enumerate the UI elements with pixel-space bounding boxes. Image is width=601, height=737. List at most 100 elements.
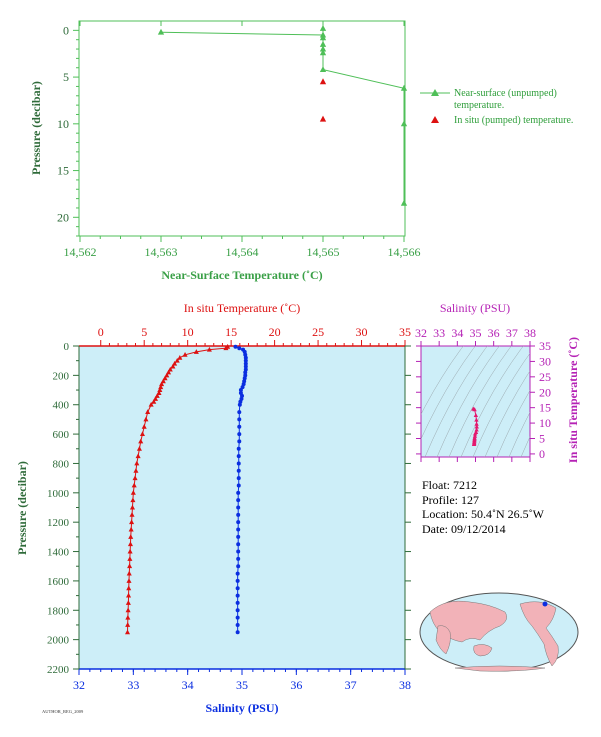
profile-salinity-point	[243, 358, 248, 363]
profile-salinity-tick-label: 32	[73, 678, 85, 692]
profile-pressure-tick-label: 1400	[47, 547, 70, 559]
profile-salinity-point	[236, 468, 241, 473]
profile-temperature-point	[158, 384, 164, 390]
profile-temperature-point	[128, 526, 134, 532]
ts-density-contour	[581, 336, 601, 457]
profile-salinity-tick-label: 38	[399, 678, 411, 692]
profile-top-x-label: In situ Temperature (˚C)	[184, 301, 301, 315]
ts-x-label: Salinity (PSU)	[440, 301, 510, 315]
profile-temperature-point	[132, 475, 138, 481]
profile-temperature-tick-label: 30	[356, 325, 368, 339]
ts-x-tick-label: 34	[451, 326, 463, 340]
ts-density-contour	[460, 346, 524, 457]
profile-temperature-point	[129, 519, 135, 525]
ts-y-tick-label: 5	[539, 432, 545, 446]
profile-pressure-ticks: 0 200 400 600 800 1000 1200 1400 1600 1800 2000 220…	[47, 341, 411, 676]
near-surface-pumped-point	[319, 78, 327, 85]
map-float-location-marker	[542, 601, 548, 607]
profile-temperature-tick-label: 25	[312, 325, 324, 339]
profile-salinity-ticks: 32 33 34 35 36 37 38	[73, 669, 411, 692]
near-surface-y-label: Pressure (decibar)	[29, 81, 43, 175]
ts-point	[474, 424, 479, 429]
ts-diagram: Salinity (PSU) In situ Temperature (˚C) …	[415, 301, 601, 463]
profile-pressure-tick-label: 200	[53, 370, 70, 382]
near-surface-unpumped-point	[400, 84, 408, 91]
profile-salinity-point	[236, 534, 241, 539]
profile-salinity-point	[240, 385, 245, 390]
near-surface-x-ticks: 14,562 14,563 14,564 14,565 14,566	[64, 21, 421, 259]
info-profile: Profile: 127	[422, 492, 479, 507]
profile-temperature-point	[131, 482, 137, 488]
profile-temperature-point	[130, 490, 136, 495]
near-surface-pumped-point	[319, 115, 327, 122]
ts-x-tick-label: 33	[433, 326, 445, 340]
near-surface-chart: Near-Surface Temperature (˚C) Pressure (…	[29, 20, 421, 282]
profile-salinity-point	[237, 432, 242, 437]
info-float: Float: 7212	[422, 478, 478, 492]
profile-salinity-point	[236, 483, 241, 488]
ts-density-contours	[421, 336, 601, 457]
profile-temperature-point	[170, 363, 176, 369]
profile-salinity-point	[243, 361, 248, 366]
near-surface-y-tick-label: 0	[63, 23, 69, 37]
profile-salinity-point	[235, 571, 240, 576]
profile-temperature-point	[129, 512, 135, 517]
profile-salinity-point	[235, 586, 240, 591]
ts-density-contour	[448, 346, 512, 457]
profile-temperature-point	[129, 504, 135, 510]
profile-salinity-tick-label: 36	[290, 678, 302, 692]
ts-x-tick-label: 32	[415, 326, 427, 340]
near-surface-unpumped-point	[400, 120, 408, 127]
ts-point	[474, 421, 479, 426]
ts-density-contour	[421, 346, 476, 440]
near-surface-y-tick-label: 10	[57, 117, 69, 131]
profile-pressure-tick-label: 600	[53, 429, 70, 441]
ts-density-contour	[520, 436, 530, 457]
profile-salinity-point	[236, 520, 241, 525]
profile-temperature-point	[141, 423, 147, 429]
profile-salinity-point	[235, 615, 240, 620]
profile-temperature-point	[127, 563, 133, 569]
near-surface-y-tick-label: 5	[63, 70, 69, 84]
profile-temperature-point	[133, 467, 139, 473]
profile-marks	[124, 343, 248, 635]
profile-salinity-tick-label: 37	[345, 678, 357, 692]
profile-temperature-point	[127, 548, 133, 554]
profile-temperature-point	[136, 445, 142, 451]
near-surface-x-tick-label: 14,566	[388, 245, 421, 259]
ts-density-contour	[436, 346, 500, 457]
profile-pressure-tick-label: 1800	[47, 605, 70, 617]
profile-pressure-tick-label: 1000	[47, 488, 70, 500]
profile-salinity-point	[236, 461, 241, 466]
profile-salinity-point	[236, 512, 241, 517]
profile-temperature-point	[128, 534, 134, 539]
ts-y-tick-label: 30	[539, 354, 551, 368]
near-surface-unpumped-point	[400, 199, 408, 206]
ts-point	[471, 441, 477, 447]
ts-density-contour	[472, 352, 530, 457]
near-surface-unpumped-point	[319, 24, 327, 31]
ts-x-tick-label: 36	[488, 326, 500, 340]
near-surface-y-tick-label: 15	[57, 164, 69, 178]
ts-density-contour	[484, 370, 530, 457]
profile-salinity-tick-label: 34	[182, 678, 194, 692]
profile-salinity-point	[236, 564, 241, 569]
ts-point	[473, 412, 479, 418]
profile-bottom-x-label: Salinity (PSU)	[205, 701, 278, 715]
profile-temperature-point	[157, 387, 163, 393]
profile-pressure-tick-label: 400	[53, 400, 70, 412]
profile-salinity-point	[236, 556, 241, 561]
ts-x-tick-label: 38	[524, 326, 536, 340]
profile-temperature-point	[134, 460, 140, 466]
profile-temperature-tick-label: 5	[141, 325, 147, 339]
ts-density-contour	[496, 389, 530, 457]
map-land-australia	[473, 644, 493, 657]
profile-salinity-point	[235, 600, 240, 605]
near-surface-legend: Near-surface (unpumped) temperature. In …	[420, 88, 601, 131]
profile-salinity-point	[236, 542, 241, 547]
profile-salinity-point	[235, 608, 240, 613]
ts-density-contour	[421, 346, 464, 415]
profile-pressure-tick-label: 2000	[47, 635, 70, 647]
